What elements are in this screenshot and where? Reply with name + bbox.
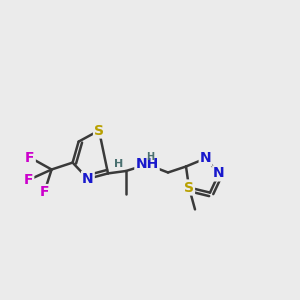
Text: F: F: [25, 151, 35, 164]
Text: F: F: [40, 185, 49, 199]
Text: S: S: [184, 181, 194, 194]
Text: N: N: [200, 152, 211, 165]
Text: N: N: [213, 167, 225, 180]
Text: F: F: [24, 173, 33, 187]
Text: H: H: [114, 159, 123, 170]
Text: S: S: [94, 124, 104, 137]
Text: H: H: [146, 152, 155, 162]
Text: NH: NH: [135, 158, 159, 171]
Text: N: N: [82, 172, 94, 186]
